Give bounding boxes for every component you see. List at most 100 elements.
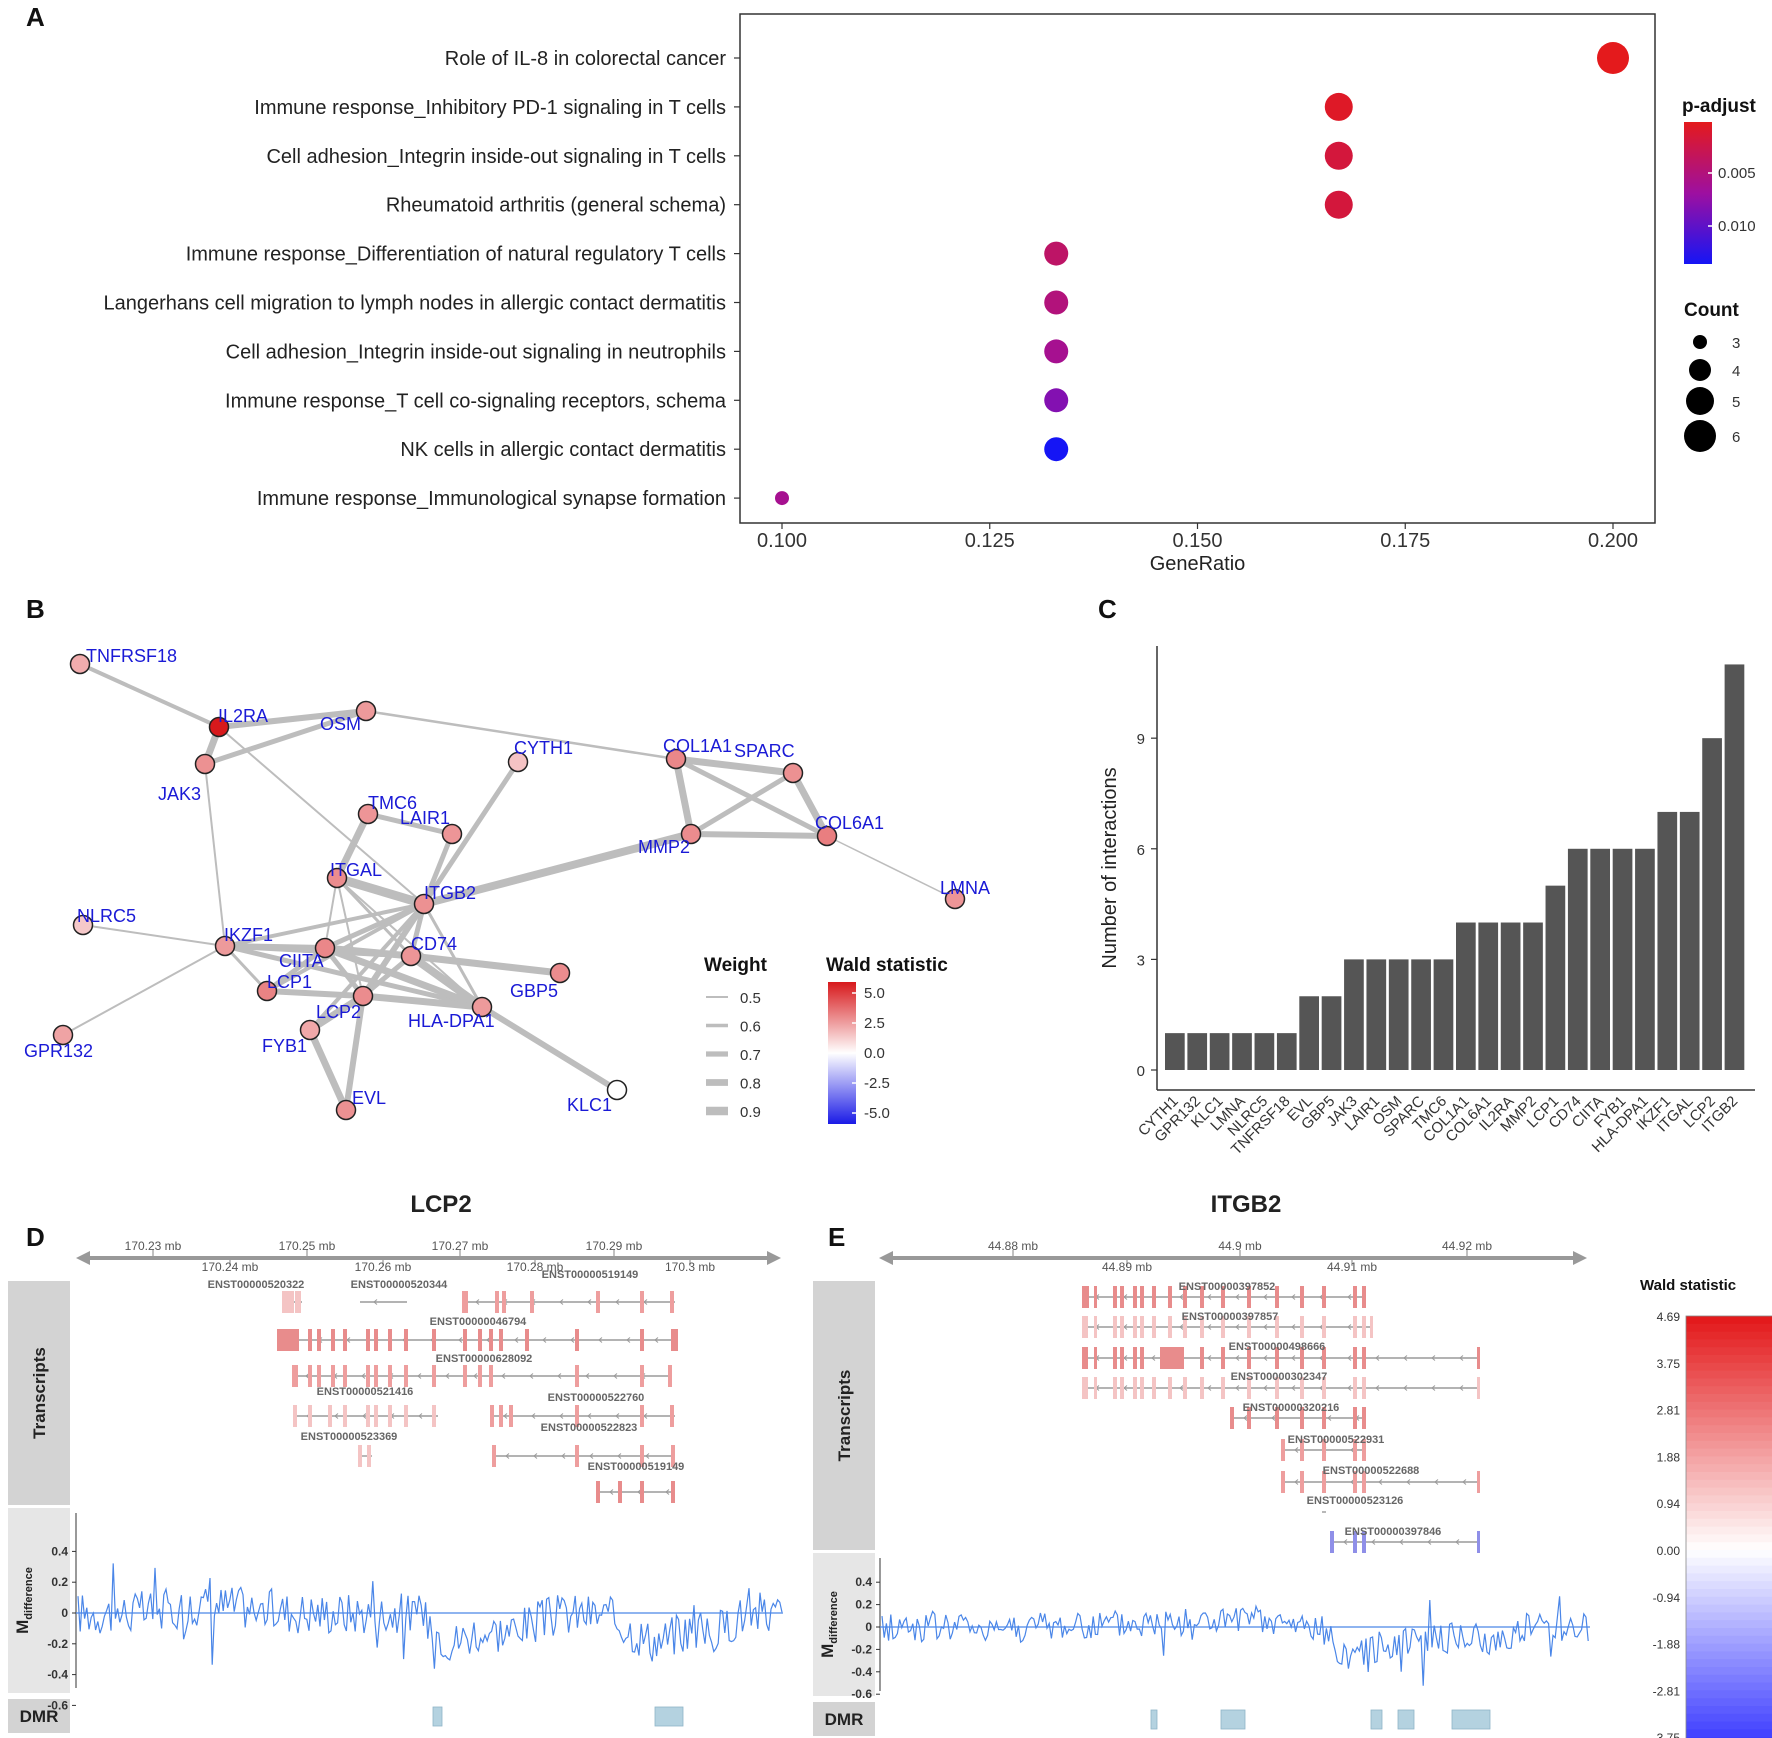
legend-e-colorbar-band [1686,1448,1772,1457]
exon [1362,1286,1366,1308]
legend-e-colorbar-band [1686,1378,1772,1387]
strand-arrow [626,1337,631,1343]
exon [1300,1407,1304,1429]
strand-arrow [1207,1355,1212,1361]
strand-arrow [1462,1479,1467,1485]
legend-e-colorbar-band [1686,1409,1772,1418]
exon [1353,1316,1357,1338]
exon [1247,1407,1251,1429]
legend-e-colorbar-band [1686,1487,1772,1496]
node-il2ra [208,716,230,738]
exon [1200,1286,1204,1308]
axis-tick-label: 170.28 mb [507,1260,564,1274]
strand-arrow [514,1337,519,1343]
meth-label-sub: difference [828,1591,840,1644]
exon [1152,1377,1156,1399]
legend-e-colorbar-band [1686,1667,1772,1676]
strand-arrow [1403,1385,1408,1391]
legend-e-colorbar-band [1686,1339,1772,1348]
meth-y-tick-label: -0.4 [851,1665,872,1679]
strand-arrow [473,1373,478,1379]
exon [1275,1316,1279,1338]
strand-arrow [1179,1294,1184,1300]
panel-letter-c: C [1098,594,1117,624]
exon [331,1329,335,1351]
legend-count-dot [1686,387,1714,415]
transcripts-track-label: Transcripts [30,1347,49,1439]
dmr-block [1451,1709,1491,1730]
exon [308,1329,312,1351]
strand-arrow [561,1453,566,1459]
legend-count-dot [1684,420,1716,452]
edge-jak3-osm [202,708,369,767]
x-axis-title: GeneRatio [1150,553,1246,575]
strand-arrow [542,1337,547,1343]
exon [618,1481,622,1503]
node-itgal [326,867,348,889]
meth-track-label-box [813,1553,875,1696]
exon [343,1405,347,1427]
legend-e-colorbar-band [1686,1729,1772,1738]
exon [1477,1471,1480,1493]
axis-tick-label: 170.27 mb [432,1239,489,1253]
edge-lcp1-lcp2 [264,988,366,999]
exon [1322,1407,1326,1429]
strand-arrow [458,1337,463,1343]
legend-e-colorbar-band [1686,1643,1772,1652]
strand-arrow [1291,1355,1296,1361]
transcript-label-10: ENST00000519149 [588,1461,685,1473]
transcript-label-3: ENST00000498666 [1229,1341,1326,1353]
meth-label-main: M [13,1620,32,1634]
dot-8 [1044,388,1069,413]
exon [404,1405,408,1427]
edge-mmp2-itgb2 [420,830,695,908]
legend-e-colorbar-band [1686,1440,1772,1450]
strand-arrow [1347,1324,1352,1330]
exon [1183,1316,1187,1338]
edge-col1a1-mmp2 [672,755,695,838]
strand-arrow [617,1453,622,1459]
strand-arrow [1327,1415,1332,1421]
legend-e-colorbar-band [1686,1550,1772,1559]
exon [1300,1286,1304,1308]
x-tick-label: 0.175 [1380,530,1430,552]
exon [1353,1471,1357,1493]
node-fyb1 [299,1019,321,1041]
edge-ciita-hla-dpa1 [321,944,486,1011]
track-title: ITGB2 [1211,1191,1282,1218]
exon [525,1329,529,1351]
term-label-3: Cell adhesion_Integrin inside-out signal… [266,146,726,168]
exon [1353,1377,1357,1399]
exon [670,1405,674,1427]
legend-e-label: 0.94 [1657,1497,1681,1511]
legend-e-colorbar-band [1686,1518,1772,1528]
exon [388,1365,392,1387]
node-evl [335,1099,357,1121]
transcript-label-1: ENST00000397852 [1179,1281,1276,1293]
exon [292,1365,298,1387]
node-hla-dpa1 [471,996,493,1018]
strand-arrow [613,1373,618,1379]
panel-d-genome-track: LCP2 170.23 mb 170.24 mb 170.25 mb 170.26 mb… [8,1191,783,1733]
meth-y-tick-label: -0.6 [47,1698,68,1712]
exon [1160,1347,1184,1369]
exon [1477,1531,1480,1553]
strand-arrow [1291,1385,1296,1391]
legend-wald-label: -2.5 [864,1075,890,1092]
axis-tick-label: 170.23 mb [125,1239,182,1253]
transcript-label-2: ENST00000397857 [1182,1311,1279,1323]
strand-arrow [1235,1385,1240,1391]
strand-arrow [1427,1539,1432,1545]
exon [1353,1286,1357,1308]
dmr-block [1370,1709,1383,1730]
exon [478,1329,482,1351]
legend-e-colorbar-band [1686,1651,1772,1660]
strand-arrow [505,1453,510,1459]
panel-letter-d: D [26,1222,45,1252]
exon [1133,1316,1137,1338]
exon [1353,1407,1357,1429]
term-label-6: Langerhans cell migration to lymph nodes… [103,293,726,315]
node-label-il2ra: IL2RA [218,706,268,726]
exon [1300,1347,1304,1369]
strand-arrow [361,1373,366,1379]
